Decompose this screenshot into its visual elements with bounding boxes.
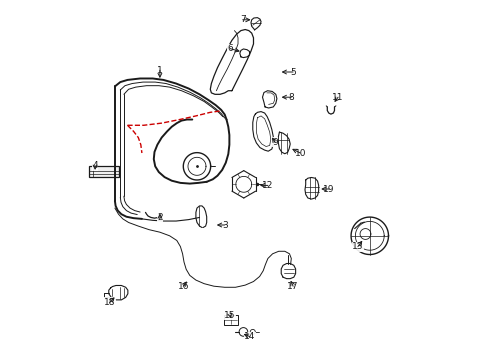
Text: 12: 12 (262, 181, 273, 190)
Text: 5: 5 (290, 68, 295, 77)
FancyBboxPatch shape (223, 315, 238, 325)
Text: 1: 1 (157, 66, 163, 75)
Text: 2: 2 (157, 213, 163, 222)
Text: 7: 7 (239, 15, 245, 24)
Text: 18: 18 (103, 298, 115, 307)
Text: 13: 13 (351, 242, 363, 251)
Text: 10: 10 (294, 149, 305, 158)
Text: 15: 15 (224, 310, 235, 320)
Text: 11: 11 (332, 93, 343, 102)
Text: 3: 3 (222, 220, 227, 230)
Text: 8: 8 (288, 93, 294, 102)
Text: 16: 16 (177, 282, 189, 291)
Text: 17: 17 (287, 282, 298, 291)
Text: 14: 14 (244, 332, 255, 341)
FancyBboxPatch shape (89, 166, 118, 177)
Text: 19: 19 (323, 185, 334, 194)
Text: 9: 9 (272, 138, 277, 147)
Text: 6: 6 (227, 44, 232, 53)
Text: 4: 4 (92, 161, 98, 170)
